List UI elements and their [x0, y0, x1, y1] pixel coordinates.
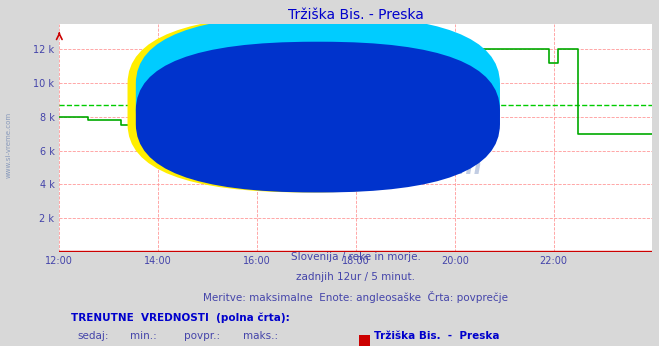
Text: TRENUTNE  VREDNOSTI  (polna črta):: TRENUTNE VREDNOSTI (polna črta): — [71, 312, 290, 323]
Bar — [359, 335, 370, 346]
FancyBboxPatch shape — [127, 15, 492, 192]
Text: www.si-vreme.com: www.si-vreme.com — [229, 155, 482, 180]
Title: Tržiška Bis. - Preska: Tržiška Bis. - Preska — [288, 8, 424, 22]
Text: zadnjih 12ur / 5 minut.: zadnjih 12ur / 5 minut. — [297, 272, 415, 282]
Text: Slovenija / reke in morje.: Slovenija / reke in morje. — [291, 252, 421, 262]
Text: min.:: min.: — [130, 331, 158, 341]
Text: maks.:: maks.: — [243, 331, 278, 341]
FancyBboxPatch shape — [136, 42, 500, 192]
Text: sedaj:: sedaj: — [77, 331, 109, 341]
FancyBboxPatch shape — [136, 15, 500, 178]
Text: povpr.:: povpr.: — [184, 331, 220, 341]
Text: www.si-vreme.com: www.si-vreme.com — [5, 112, 12, 179]
Text: Meritve: maksimalne  Enote: angleosaške  Črta: povprečje: Meritve: maksimalne Enote: angleosaške Č… — [204, 291, 508, 303]
Text: Tržiška Bis.  -  Preska: Tržiška Bis. - Preska — [374, 331, 499, 341]
